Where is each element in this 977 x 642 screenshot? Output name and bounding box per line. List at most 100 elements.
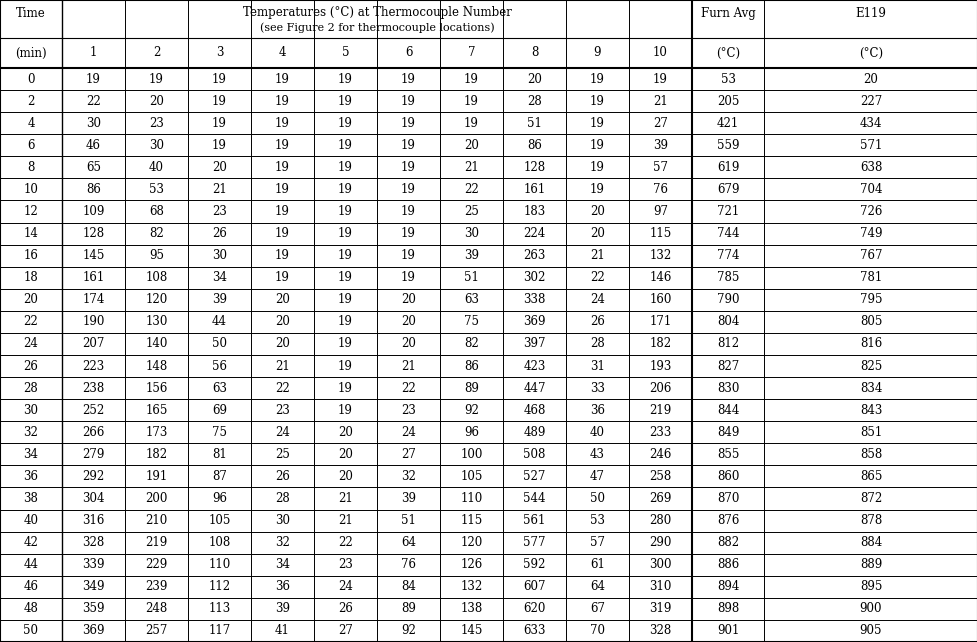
Text: 23: 23 [401,404,415,417]
Text: 19: 19 [338,381,353,395]
Text: 830: 830 [716,381,739,395]
Text: 39: 39 [653,139,667,152]
Text: 10: 10 [653,46,667,60]
Text: (°C): (°C) [858,46,882,60]
Text: 229: 229 [146,559,167,571]
Text: 6: 6 [27,139,35,152]
Text: 89: 89 [464,381,479,395]
Text: 57: 57 [653,161,667,174]
Text: 112: 112 [208,580,231,593]
Text: 25: 25 [275,448,289,461]
Text: 421: 421 [716,117,739,130]
Text: 767: 767 [859,249,881,262]
Text: 92: 92 [464,404,479,417]
Text: 258: 258 [649,470,671,483]
Text: 19: 19 [464,117,479,130]
Text: 233: 233 [649,426,671,438]
Text: 19: 19 [275,94,289,108]
Text: 633: 633 [523,625,545,638]
Text: 8: 8 [27,161,34,174]
Text: 886: 886 [716,559,739,571]
Text: 19: 19 [275,249,289,262]
Text: 19: 19 [275,73,289,85]
Text: 19: 19 [275,227,289,240]
Text: 20: 20 [275,315,289,329]
Text: 900: 900 [859,602,881,616]
Text: 24: 24 [401,426,415,438]
Text: 39: 39 [212,293,227,306]
Text: E119: E119 [855,7,885,20]
Text: 161: 161 [82,271,105,284]
Text: 397: 397 [523,338,545,351]
Text: 302: 302 [523,271,545,284]
Text: 86: 86 [464,360,479,372]
Text: 51: 51 [527,117,541,130]
Text: 61: 61 [589,559,605,571]
Text: 19: 19 [401,227,415,240]
Text: 805: 805 [859,315,881,329]
Text: 851: 851 [859,426,881,438]
Text: 884: 884 [859,536,881,549]
Text: 30: 30 [463,227,479,240]
Text: 68: 68 [149,205,164,218]
Text: 704: 704 [859,183,881,196]
Text: 23: 23 [212,205,227,218]
Text: 48: 48 [23,602,38,616]
Text: 14: 14 [23,227,38,240]
Text: 44: 44 [212,315,227,329]
Text: 76: 76 [653,183,667,196]
Text: 128: 128 [82,227,105,240]
Text: 795: 795 [859,293,881,306]
Text: 82: 82 [464,338,479,351]
Text: 20: 20 [275,338,289,351]
Text: 266: 266 [82,426,105,438]
Text: 39: 39 [275,602,290,616]
Text: 20: 20 [589,227,605,240]
Text: 183: 183 [523,205,545,218]
Text: 23: 23 [275,404,289,417]
Text: (°C): (°C) [715,46,740,60]
Text: 872: 872 [859,492,881,505]
Text: 27: 27 [653,117,667,130]
Text: 300: 300 [649,559,671,571]
Text: 53: 53 [589,514,605,527]
Text: 30: 30 [275,514,290,527]
Text: 19: 19 [401,117,415,130]
Text: 744: 744 [716,227,739,240]
Text: 108: 108 [208,536,231,549]
Text: 23: 23 [338,559,353,571]
Text: (min): (min) [16,46,47,60]
Text: 905: 905 [859,625,881,638]
Text: 56: 56 [212,360,227,372]
Text: 24: 24 [338,580,353,593]
Text: 2: 2 [27,94,34,108]
Text: 679: 679 [716,183,739,196]
Text: 19: 19 [275,183,289,196]
Text: 619: 619 [716,161,739,174]
Text: 96: 96 [463,426,479,438]
Text: 19: 19 [338,271,353,284]
Text: 39: 39 [401,492,415,505]
Text: 20: 20 [338,426,353,438]
Text: 19: 19 [401,183,415,196]
Text: 19: 19 [338,73,353,85]
Text: 898: 898 [716,602,739,616]
Text: 19: 19 [212,73,227,85]
Text: 369: 369 [523,315,545,329]
Text: 21: 21 [338,492,353,505]
Text: 849: 849 [716,426,739,438]
Text: 108: 108 [146,271,167,284]
Text: 328: 328 [82,536,105,549]
Text: 607: 607 [523,580,545,593]
Text: 82: 82 [149,227,164,240]
Text: 7: 7 [467,46,475,60]
Text: 18: 18 [23,271,38,284]
Text: 22: 22 [464,183,479,196]
Text: 19: 19 [338,338,353,351]
Text: 316: 316 [82,514,105,527]
Text: 32: 32 [275,536,289,549]
Text: 19: 19 [401,161,415,174]
Text: 19: 19 [275,205,289,218]
Text: 20: 20 [212,161,227,174]
Text: 126: 126 [460,559,482,571]
